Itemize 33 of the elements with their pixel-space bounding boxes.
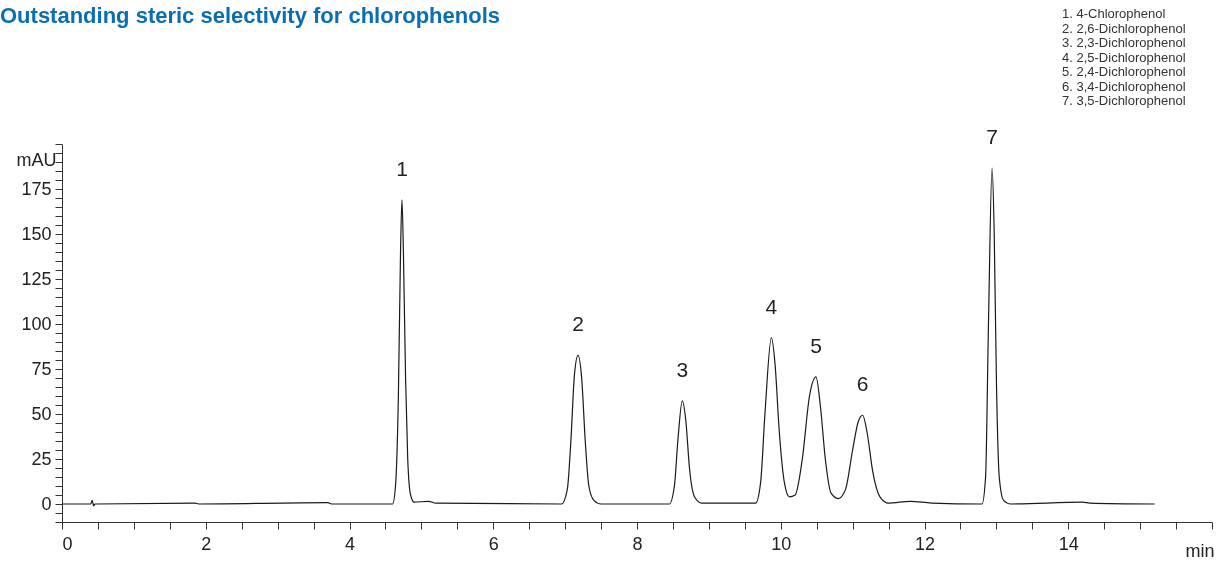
annotation: 5 bbox=[810, 333, 822, 357]
y-tick-label: 75 bbox=[31, 358, 52, 379]
y-tick-label: 175 bbox=[21, 178, 52, 199]
x-tick-label: 12 bbox=[914, 533, 936, 554]
y-tick-label: 125 bbox=[21, 268, 52, 289]
x-tick-label: 4 bbox=[344, 533, 356, 554]
annotation: 1 bbox=[396, 156, 408, 180]
annotation: 2 bbox=[572, 312, 584, 336]
annotation: 4 bbox=[765, 294, 778, 318]
y-tick-label: 50 bbox=[31, 403, 52, 424]
y-tick-label: 0 bbox=[41, 493, 52, 514]
text: 1. 4-Chlorophenol bbox=[1062, 6, 1166, 21]
x-tick-label: 6 bbox=[488, 533, 499, 554]
x-tick-label: 14 bbox=[1058, 533, 1079, 554]
text: 2. 2,6-Dichlorophenol bbox=[1062, 20, 1186, 36]
text: 5. 2,4-Dichlorophenol bbox=[1062, 64, 1186, 79]
y-tick-label: 100 bbox=[21, 313, 52, 334]
text: 7. 3,5-Dichlorophenol bbox=[1062, 93, 1186, 108]
y-axis-title: mAU bbox=[16, 149, 57, 170]
x-tick-label: 2 bbox=[201, 533, 212, 554]
x-tick-label: 10 bbox=[771, 533, 792, 554]
annotation: 3 bbox=[676, 357, 689, 381]
y-tick-label: 150 bbox=[21, 223, 52, 244]
text: 6. 3,4-Dichlorophenol bbox=[1062, 78, 1186, 94]
annotation: 7 bbox=[986, 125, 998, 149]
text: 4. 2,5-Dichlorophenol bbox=[1062, 49, 1186, 65]
x-axis-title: min bbox=[1185, 540, 1215, 561]
annotation: 6 bbox=[856, 372, 869, 396]
x-tick-label: 0 bbox=[62, 533, 73, 554]
y-tick-label: 25 bbox=[31, 448, 52, 469]
chart-title: Outstanding steric selectivity for chlorophenols bbox=[0, 3, 500, 28]
text: 3. 2,3-Dichlorophenol bbox=[1062, 35, 1186, 50]
x-tick-label: 8 bbox=[632, 533, 643, 554]
